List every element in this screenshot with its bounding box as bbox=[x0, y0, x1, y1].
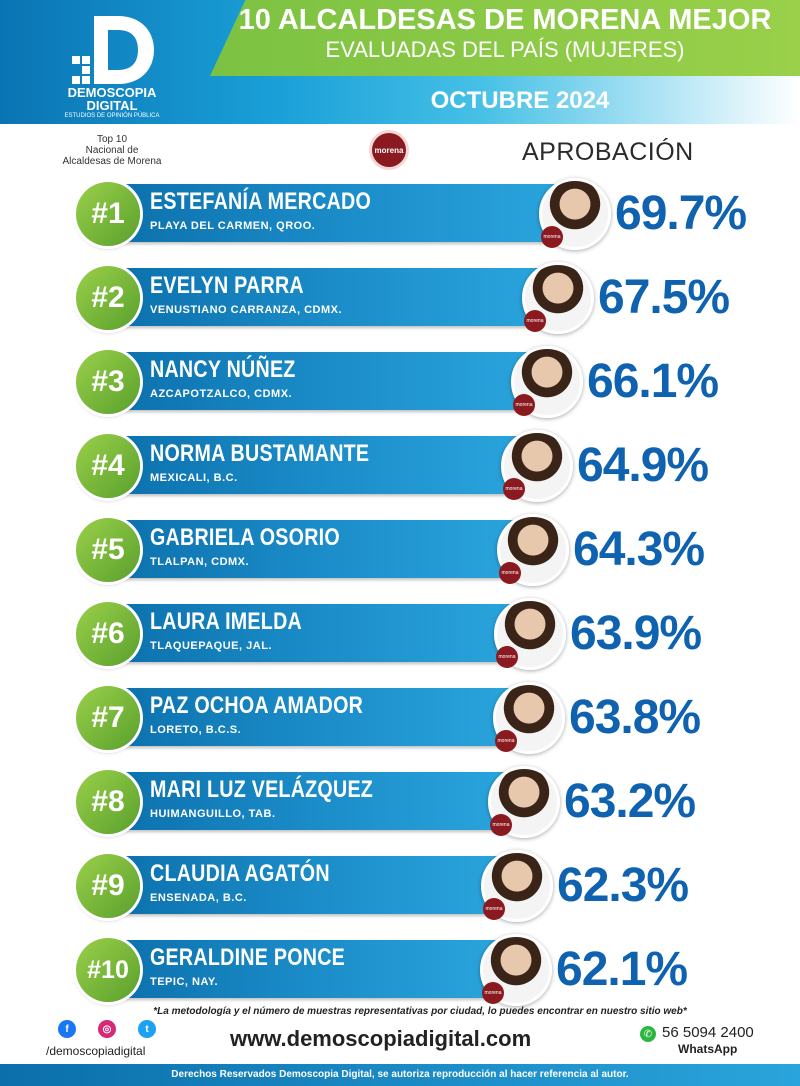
row-bar bbox=[100, 604, 514, 662]
logo-name: DEMOSCOPIA bbox=[67, 85, 157, 100]
mayor-name: NORMA BUSTAMANTE bbox=[150, 440, 370, 467]
mayor-city: HUIMANGUILLO, TAB. bbox=[150, 808, 276, 820]
mayor-name: GABRIELA OSORIO bbox=[150, 524, 340, 551]
mayor-city: VENUSTIANO CARRANZA, CDMX. bbox=[150, 304, 343, 316]
ranking-row: #1 ESTEFANÍA MERCADO PLAYA DEL CARMEN, QRO… bbox=[0, 170, 800, 254]
row-bar bbox=[100, 856, 501, 914]
top10-line: Alcaldesas de Morena bbox=[62, 156, 162, 167]
party-badge-icon: morena bbox=[541, 226, 563, 248]
ranking-row: #4 NORMA BUSTAMANTE MEXICALI, B.C. morena 64… bbox=[0, 422, 800, 506]
row-bar bbox=[100, 940, 500, 998]
approval-header: APROBACIÓN bbox=[522, 138, 694, 166]
mayor-name: LAURA IMELDA bbox=[150, 608, 302, 635]
mayor-name: CLAUDIA AGATÓN bbox=[150, 860, 330, 887]
party-badge-icon: morena bbox=[503, 478, 525, 500]
party-badge-icon: morena bbox=[499, 562, 521, 584]
methodology-note: *La metodología y el número de muestras … bbox=[153, 1006, 687, 1017]
approval-value: 67.5% bbox=[598, 271, 730, 324]
mayor-city: LORETO, B.C.S. bbox=[150, 724, 242, 736]
mayor-city: ENSENADA, B.C. bbox=[150, 892, 247, 904]
row-bar bbox=[100, 688, 513, 746]
top10-line: Nacional de bbox=[85, 145, 139, 156]
rank-badge: #5 bbox=[76, 518, 140, 582]
page-title: 10 ALCALDESAS DE MORENA MEJOR bbox=[238, 4, 772, 36]
approval-value: 64.9% bbox=[577, 439, 709, 492]
approval-value: 63.9% bbox=[570, 607, 702, 660]
twitter-icon[interactable]: t bbox=[138, 1020, 156, 1038]
party-badge-icon: morena bbox=[490, 814, 512, 836]
mayor-city: TLALPAN, CDMX. bbox=[150, 556, 250, 568]
mayor-city: PLAYA DEL CARMEN, QROO. bbox=[150, 220, 316, 232]
approval-value: 69.7% bbox=[615, 187, 747, 240]
mayor-name: NANCY NÚÑEZ bbox=[150, 356, 296, 383]
ranking-row: #8 MARI LUZ VELÁZQUEZ HUIMANGUILLO, TAB. mo… bbox=[0, 758, 800, 842]
top10-caption: Top 10 Nacional de Alcaldesas de Morena bbox=[46, 134, 178, 167]
ranking-row: #7 PAZ OCHOA AMADOR LORETO, B.C.S. morena 63… bbox=[0, 674, 800, 758]
ranking-row: #6 LAURA IMELDA TLAQUEPAQUE, JAL. morena 63.… bbox=[0, 590, 800, 674]
logo: DEMOSCOPIA DIGITAL ESTUDIOS DE OPINIÓN P… bbox=[42, 86, 182, 120]
party-badge-icon: morena bbox=[483, 898, 505, 920]
ranking-row: #3 NANCY NÚÑEZ AZCAPOTZALCO, CDMX. morena 66… bbox=[0, 338, 800, 422]
top10-line: Top 10 bbox=[96, 134, 128, 145]
row-bar bbox=[100, 268, 542, 326]
rank-badge: #2 bbox=[76, 266, 140, 330]
facebook-icon[interactable]: f bbox=[58, 1020, 76, 1038]
row-bar bbox=[100, 772, 508, 830]
logo-d-icon bbox=[72, 16, 154, 84]
mayor-city: MEXICALI, B.C. bbox=[150, 472, 238, 484]
ranking-row: #2 EVELYN PARRA VENUSTIANO CARRANZA, CDMX.… bbox=[0, 254, 800, 338]
whatsapp-icon: ✆ bbox=[640, 1026, 656, 1042]
rank-badge: #9 bbox=[76, 854, 140, 918]
party-badge-icon: morena bbox=[496, 646, 518, 668]
party-badge-icon: morena bbox=[524, 310, 546, 332]
ranking-row: #10 GERALDINE PONCE TEPIC, NAY. morena 62.1% bbox=[0, 926, 800, 1010]
party-logo: morena bbox=[372, 133, 406, 167]
rank-badge: #3 bbox=[76, 350, 140, 414]
mayor-city: AZCAPOTZALCO, CDMX. bbox=[150, 388, 293, 400]
mayor-name: PAZ OCHOA AMADOR bbox=[150, 692, 364, 719]
website-link[interactable]: www.demoscopiadigital.com bbox=[230, 1026, 532, 1051]
ranking-row: #9 CLAUDIA AGATÓN ENSENADA, B.C. morena 62.3… bbox=[0, 842, 800, 926]
row-bar bbox=[100, 184, 559, 242]
approval-value: 64.3% bbox=[573, 523, 705, 576]
mayor-name: MARI LUZ VELÁZQUEZ bbox=[150, 776, 374, 803]
social-handle[interactable]: /demoscopiadigital bbox=[46, 1044, 146, 1058]
approval-value: 63.8% bbox=[569, 691, 701, 744]
logo-tagline: ESTUDIOS DE OPINIÓN PÚBLICA bbox=[64, 113, 160, 119]
report-date: OCTUBRE 2024 bbox=[430, 87, 610, 114]
party-badge-icon: morena bbox=[482, 982, 504, 1004]
phone-number[interactable]: 56 5094 2400 bbox=[662, 1024, 754, 1041]
whatsapp-label: WhatsApp bbox=[678, 1042, 738, 1056]
mayor-name: GERALDINE PONCE bbox=[150, 944, 346, 971]
mayor-name: EVELYN PARRA bbox=[150, 272, 304, 299]
mayor-name: ESTEFANÍA MERCADO bbox=[150, 188, 372, 215]
approval-value: 62.3% bbox=[557, 859, 689, 912]
rank-badge: #10 bbox=[76, 938, 140, 1002]
mayor-photo bbox=[539, 178, 611, 250]
rank-badge: #6 bbox=[76, 602, 140, 666]
mayor-city: TEPIC, NAY. bbox=[150, 976, 219, 988]
approval-value: 62.1% bbox=[556, 943, 688, 996]
mayor-city: TLAQUEPAQUE, JAL. bbox=[150, 640, 272, 652]
title-band bbox=[210, 0, 800, 76]
rights-notice: Derechos Reservados Demoscopia Digital, … bbox=[0, 1064, 800, 1086]
page-subtitle: EVALUADAS DEL PAÍS (MUJERES) bbox=[325, 37, 685, 62]
row-bar bbox=[100, 520, 517, 578]
rank-badge: #7 bbox=[76, 686, 140, 750]
social-links: f ◎ t bbox=[58, 1020, 158, 1042]
logo-name-2: DIGITAL bbox=[86, 98, 138, 113]
rank-badge: #8 bbox=[76, 770, 140, 834]
party-badge-icon: morena bbox=[495, 730, 517, 752]
ranking-row: #5 GABRIELA OSORIO TLALPAN, CDMX. morena 64.… bbox=[0, 506, 800, 590]
party-badge-icon: morena bbox=[513, 394, 535, 416]
rank-badge: #4 bbox=[76, 434, 140, 498]
rank-badge: #1 bbox=[76, 182, 140, 246]
approval-value: 63.2% bbox=[564, 775, 696, 828]
row-bar bbox=[100, 436, 521, 494]
approval-value: 66.1% bbox=[587, 355, 719, 408]
row-bar bbox=[100, 352, 531, 410]
instagram-icon[interactable]: ◎ bbox=[98, 1020, 116, 1038]
